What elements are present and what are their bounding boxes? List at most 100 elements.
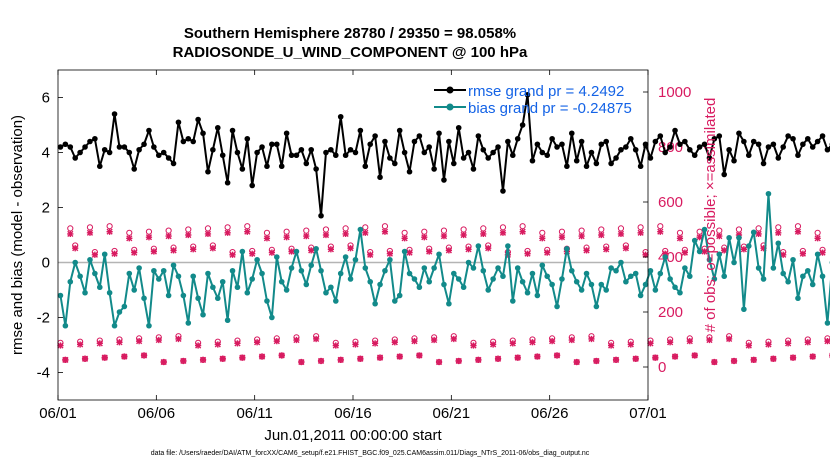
obs-possible-marker: [185, 226, 192, 233]
rmse-point: [77, 149, 83, 156]
bias-point: [165, 292, 172, 299]
bias-point: [549, 281, 555, 288]
bias-point: [760, 276, 767, 282]
bias-point: [731, 259, 737, 266]
obs-assimilated-marker: [475, 356, 482, 363]
obs-assimilated-marker: [480, 230, 487, 238]
bias-point: [391, 298, 398, 304]
bias-point: [278, 278, 285, 285]
obs-assimilated-marker: [401, 235, 408, 242]
bias-point: [342, 254, 349, 260]
obs-possible-marker: [460, 226, 467, 233]
obs-assimilated-marker: [730, 357, 738, 365]
rmse-point: [613, 155, 619, 161]
rmse-point: [790, 135, 796, 142]
rmse-point: [726, 146, 732, 153]
obs-assimilated-marker: [91, 251, 98, 258]
bias-point: [387, 256, 393, 263]
rmse-point: [490, 149, 496, 156]
obs-assimilated-marker: [72, 245, 79, 252]
rmse-point: [396, 127, 403, 134]
rmse-point: [303, 160, 310, 167]
obs-possible-marker: [637, 224, 644, 231]
bias-point: [657, 270, 664, 277]
obs-assimilated-marker: [676, 235, 684, 242]
bias-point: [686, 273, 693, 280]
obs-possible-marker: [342, 225, 349, 232]
bias-point: [131, 287, 138, 293]
obs-assimilated-marker: [342, 230, 349, 238]
obs-assimilated-marker: [465, 246, 472, 253]
obs-assimilated-marker: [711, 358, 718, 366]
y-tick-label-right: 600: [658, 194, 683, 211]
rmse-point: [106, 149, 113, 156]
rmse-point: [92, 135, 98, 142]
obs-assimilated-marker: [303, 232, 310, 240]
rmse-point: [190, 138, 197, 145]
rmse-point: [618, 146, 624, 153]
bias-point: [603, 287, 610, 293]
obs-assimilated-marker: [750, 356, 757, 363]
bias-point: [151, 267, 157, 274]
bias-point: [323, 289, 329, 296]
obs-assimilated-marker: [332, 342, 339, 349]
bias-point: [745, 243, 752, 249]
obs-assimilated-marker: [204, 230, 212, 238]
bias-point: [721, 273, 728, 280]
rmse-point: [62, 141, 69, 148]
rmse-point: [436, 130, 442, 137]
rmse-point: [155, 152, 162, 159]
rmse-point: [480, 146, 487, 153]
rmse-point: [101, 146, 108, 153]
bias-point: [500, 273, 506, 280]
obs-possible-marker: [303, 227, 310, 234]
rmse-point: [824, 146, 830, 153]
obs-assimilated-marker: [637, 229, 644, 236]
x-tick-label: 06/06: [138, 405, 176, 422]
obs-assimilated-marker: [185, 231, 192, 239]
legend-bias-label: bias grand pr = -0.24875: [468, 100, 632, 117]
y-tick-label-left: 6: [42, 90, 50, 107]
rmse-point: [780, 144, 787, 150]
rmse-point: [500, 188, 506, 194]
rmse-point: [391, 160, 398, 167]
rmse-point: [234, 149, 241, 156]
rmse-point: [72, 155, 79, 161]
obs-assimilated-marker: [96, 340, 103, 347]
rmse-point: [642, 141, 649, 148]
bias-point: [377, 281, 383, 288]
rmse-point: [450, 160, 457, 167]
obs-possible-marker: [204, 225, 212, 232]
rmse-point: [514, 135, 521, 142]
bias-point: [775, 240, 782, 247]
rmse-point: [298, 146, 305, 153]
obs-possible-marker: [519, 223, 526, 230]
bias-point: [155, 276, 162, 282]
bias-point: [205, 270, 211, 277]
obs-assimilated-marker: [799, 250, 806, 257]
bias-point: [170, 262, 177, 269]
bias-point: [175, 273, 182, 280]
obs-assimilated-marker: [485, 245, 492, 252]
rmse-point: [750, 138, 757, 145]
rmse-point: [136, 146, 142, 153]
bias-point: [441, 281, 447, 288]
bias-point: [662, 254, 669, 260]
rmse-point: [593, 160, 600, 167]
obs-assimilated-marker: [573, 358, 580, 366]
obs-assimilated-marker: [539, 235, 546, 242]
bias-point: [819, 273, 826, 280]
rmse-point: [598, 141, 605, 148]
bias-point: [800, 273, 806, 280]
bias-point: [269, 314, 275, 321]
bias-point: [224, 317, 231, 324]
obs-assimilated-marker: [765, 341, 772, 348]
rmse-point: [219, 152, 226, 159]
rmse-point: [765, 144, 772, 150]
obs-assimilated-marker: [706, 336, 713, 344]
rmse-point: [347, 146, 354, 153]
obs-assimilated-marker: [460, 231, 467, 239]
obs-assimilated-marker: [199, 356, 207, 363]
rmse-point: [180, 138, 187, 145]
obs-assimilated-marker: [578, 232, 585, 240]
